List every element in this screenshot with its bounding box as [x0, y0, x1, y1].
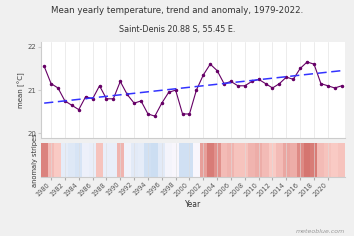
Bar [276, 143, 283, 177]
Bar [297, 143, 304, 177]
Bar [41, 143, 48, 177]
Bar [144, 143, 152, 177]
Bar [193, 143, 200, 177]
Bar [103, 143, 110, 177]
Bar [241, 143, 249, 177]
Bar [172, 143, 179, 177]
Bar [61, 143, 68, 177]
Text: Saint-Denis 20.88 S, 55.45 E.: Saint-Denis 20.88 S, 55.45 E. [119, 25, 235, 34]
Y-axis label: anomaly stripes: anomaly stripes [32, 133, 38, 187]
Bar [165, 143, 172, 177]
Text: Mean yearly temperature, trend and anomaly, 1979-2022.: Mean yearly temperature, trend and anoma… [51, 6, 303, 15]
Y-axis label: mean [°C]: mean [°C] [17, 72, 25, 108]
Bar [304, 143, 310, 177]
Bar [186, 143, 193, 177]
X-axis label: Year: Year [185, 200, 201, 209]
Bar [117, 143, 124, 177]
Bar [318, 143, 325, 177]
Bar [124, 143, 131, 177]
Bar [310, 143, 318, 177]
Bar [283, 143, 290, 177]
Bar [158, 143, 165, 177]
Bar [75, 143, 82, 177]
Bar [82, 143, 89, 177]
Bar [47, 143, 55, 177]
Bar [338, 143, 345, 177]
Bar [207, 143, 214, 177]
Bar [137, 143, 144, 177]
Bar [255, 143, 262, 177]
Bar [234, 143, 241, 177]
Bar [110, 143, 117, 177]
Bar [228, 143, 234, 177]
Bar [55, 143, 62, 177]
Bar [262, 143, 269, 177]
Bar [152, 143, 158, 177]
Bar [96, 143, 103, 177]
Bar [269, 143, 276, 177]
Bar [221, 143, 228, 177]
Bar [248, 143, 255, 177]
Bar [89, 143, 96, 177]
Bar [179, 143, 186, 177]
Bar [200, 143, 207, 177]
Text: meteoblue.com: meteoblue.com [296, 229, 345, 234]
Bar [290, 143, 297, 177]
Bar [324, 143, 331, 177]
Bar [331, 143, 338, 177]
Bar [68, 143, 75, 177]
Bar [213, 143, 221, 177]
Bar [131, 143, 138, 177]
